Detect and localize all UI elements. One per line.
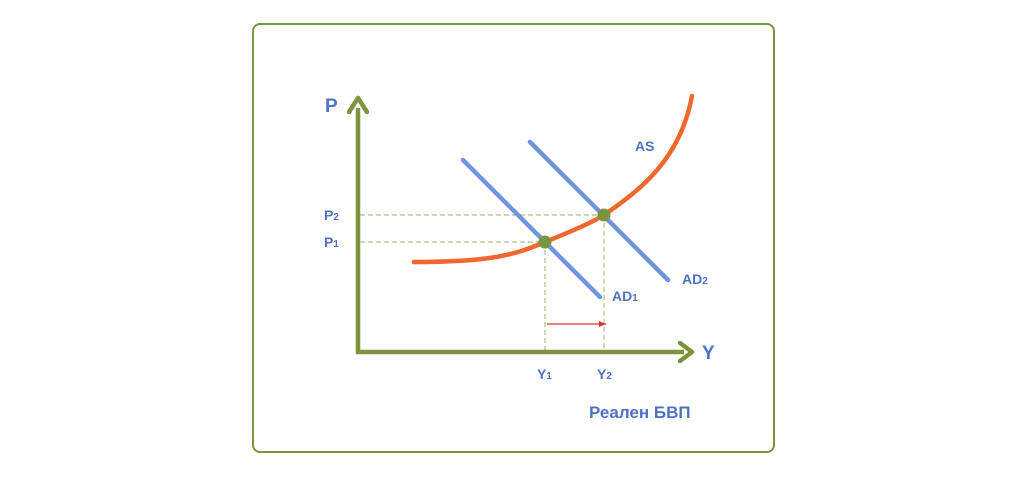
ad1-label: AD1 [612,288,638,304]
guide-lines [360,214,605,352]
ad2-label: AD2 [682,271,708,287]
y1-tick-label: Y1 [537,366,552,382]
p2-tick-label: P2 [324,207,339,223]
x-axis-label: Y [702,343,715,364]
as-curve [411,93,695,265]
y2-tick-label: Y2 [597,366,612,382]
y-axis-arrowhead [346,95,370,115]
x-axis-arrowhead [677,340,695,364]
equilibrium-point-1 [538,235,552,249]
equilibrium-point-2 [597,208,611,222]
diagram-frame [252,23,775,453]
p1-tick-label: P1 [324,234,339,250]
axes [346,95,695,364]
as-label: AS [635,138,654,154]
y-axis-label: P [325,96,338,117]
caption: Реален БВП [589,403,691,422]
ad1-line [460,157,603,300]
